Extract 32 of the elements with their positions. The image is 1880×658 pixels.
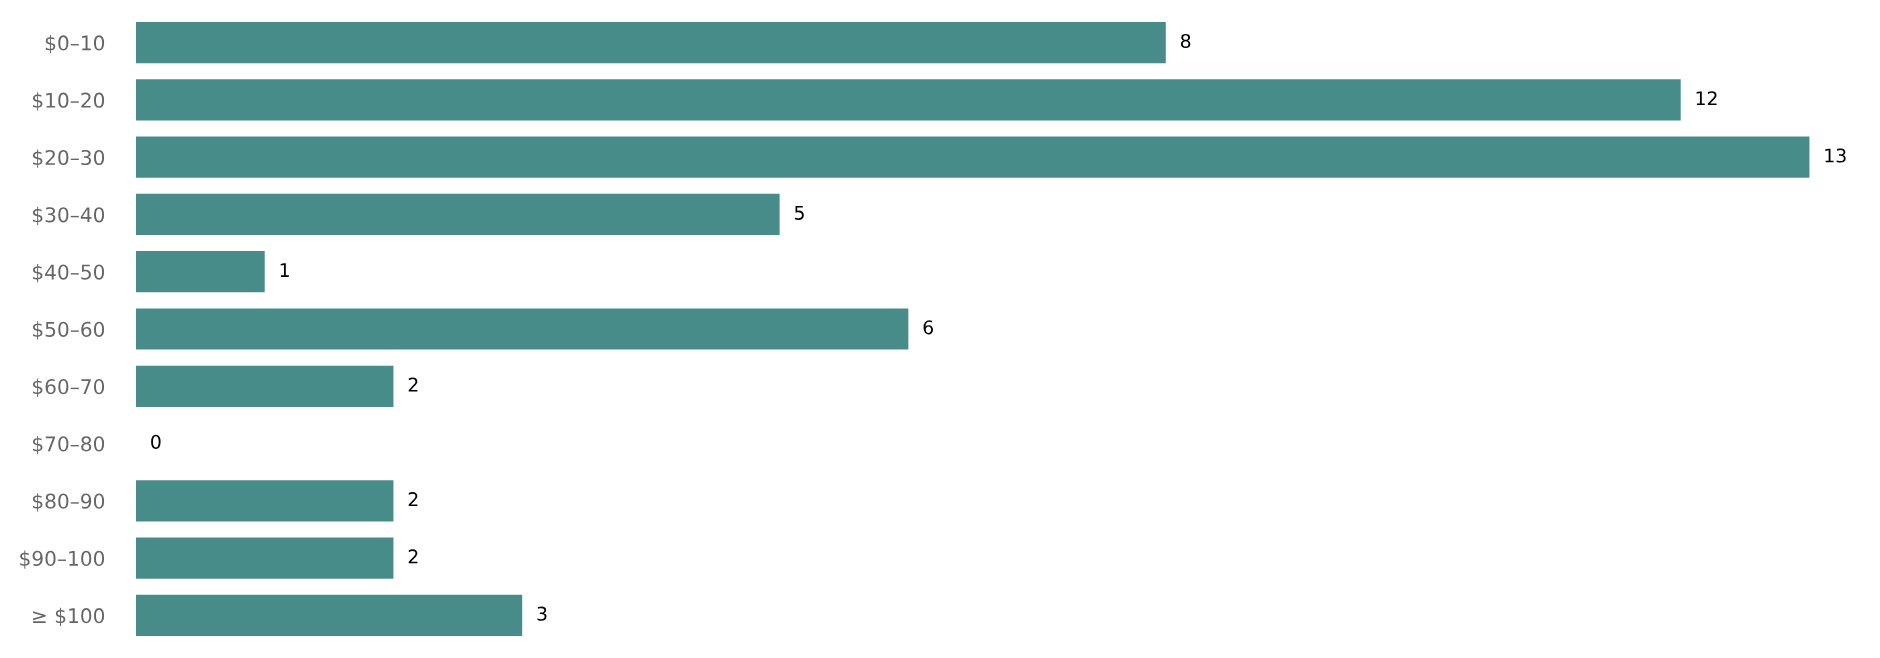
- data-label: 13: [1825, 148, 1846, 163]
- bar: [136, 308, 909, 350]
- data-label: 2: [408, 492, 418, 506]
- y-tick-label: $30–40: [32, 206, 105, 226]
- y-tick-label: $60–70: [32, 378, 105, 397]
- y-tick-label: $0–10: [45, 34, 105, 54]
- bar: [136, 136, 1810, 178]
- y-tick-label: $40–50: [32, 264, 105, 283]
- data-label: 8: [1180, 33, 1191, 49]
- bar: [136, 79, 1681, 121]
- y-tick-label: $20–30: [32, 149, 105, 168]
- data-label: 12: [1696, 91, 1717, 106]
- y-tick-label: $80–90: [32, 493, 105, 512]
- data-label: 3: [537, 606, 547, 621]
- y-tick-label: ≥ $100: [33, 607, 105, 626]
- bar: [136, 480, 394, 522]
- bar: [136, 537, 394, 579]
- bar: [136, 22, 1166, 64]
- y-tick-label: $70–80: [32, 435, 105, 455]
- data-label: 2: [408, 549, 418, 564]
- bar: [136, 594, 523, 636]
- bar: [136, 251, 265, 293]
- y-tick-label: $10–20: [32, 92, 105, 111]
- data-label: 2: [408, 377, 418, 392]
- data-label: 5: [794, 205, 804, 220]
- bar: [136, 365, 394, 407]
- data-label: 1: [280, 263, 289, 277]
- data-label: 6: [923, 320, 933, 335]
- bar: [136, 193, 780, 236]
- y-tick-label: $90–100: [20, 550, 105, 569]
- y-tick-label: $50–60: [32, 321, 105, 340]
- data-label: 0: [151, 434, 161, 449]
